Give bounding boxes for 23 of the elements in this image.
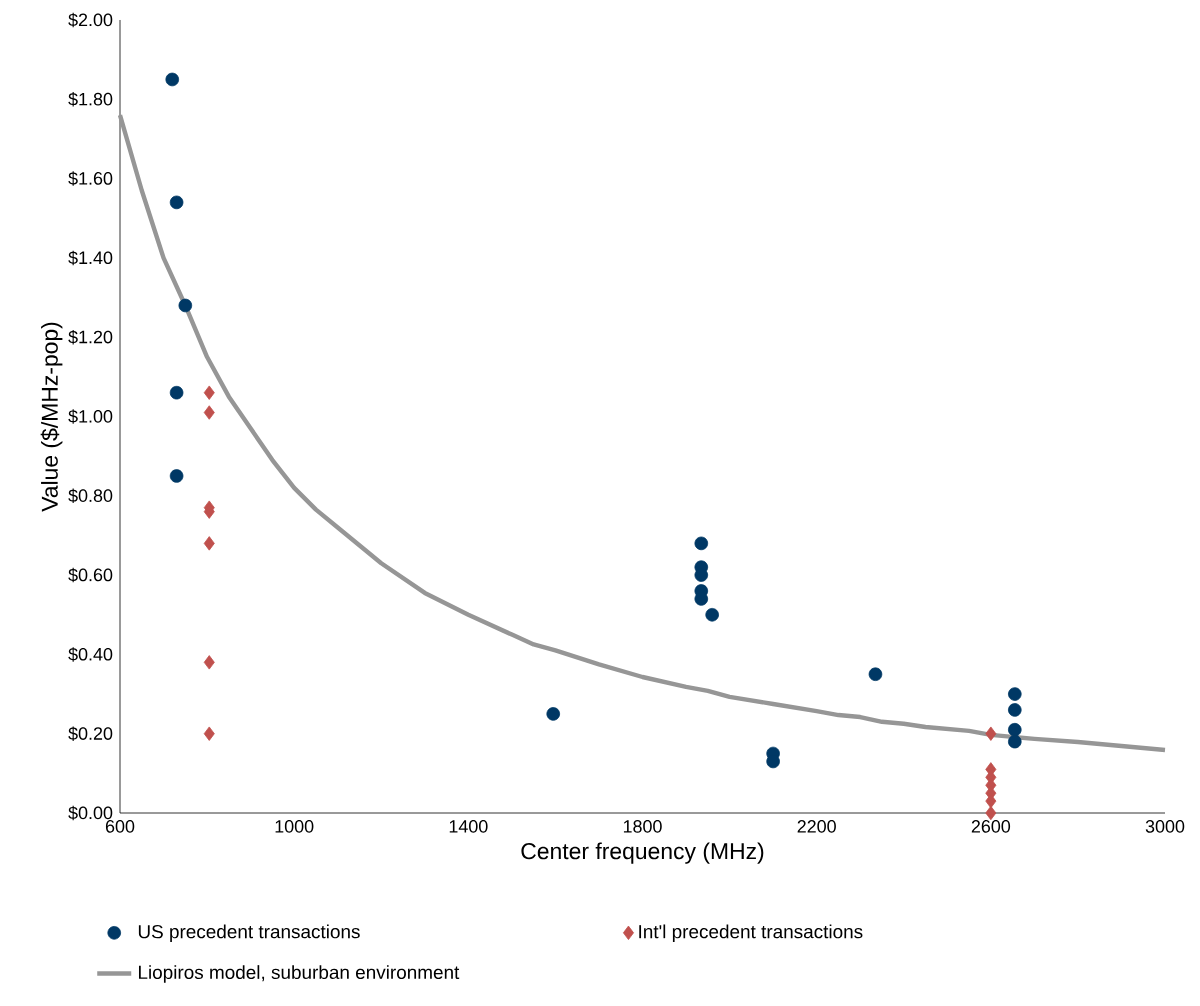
y-tick-label: $1.80 bbox=[68, 92, 113, 107]
y-tick-label: $0.20 bbox=[68, 726, 113, 741]
x-tick-label: 1400 bbox=[449, 820, 488, 833]
x-tick-label: 1000 bbox=[275, 820, 314, 833]
y-tick-label: $0.80 bbox=[68, 488, 113, 504]
x-tick-label: 3000 bbox=[1145, 820, 1185, 833]
y-tick-label: $1.40 bbox=[68, 250, 113, 266]
y-tick-label: $0.60 bbox=[68, 567, 113, 583]
y-tick-label: $1.20 bbox=[68, 329, 113, 345]
x-axis-title: Center frequency (MHz) bbox=[521, 842, 764, 864]
y-tick-label: $2.00 bbox=[68, 12, 113, 28]
y-axis-title: Value ($/MHz-pop) bbox=[40, 322, 63, 512]
legend-label: US precedent transactions bbox=[138, 924, 360, 943]
x-tick-label: 2200 bbox=[797, 820, 836, 833]
x-tick-label: 1800 bbox=[623, 820, 662, 833]
x-tick-label: 2600 bbox=[971, 820, 1011, 833]
x-tick-label: 600 bbox=[105, 820, 135, 833]
y-tick-label: $1.00 bbox=[68, 409, 113, 424]
legend-label: Int'l precedent transactions bbox=[639, 924, 863, 943]
y-tick-label: $0.00 bbox=[68, 805, 113, 821]
legend-label: Liopiros model, suburban environment bbox=[138, 965, 460, 983]
y-tick-label: $1.60 bbox=[68, 171, 113, 186]
y-tick-label: $0.40 bbox=[68, 647, 113, 662]
